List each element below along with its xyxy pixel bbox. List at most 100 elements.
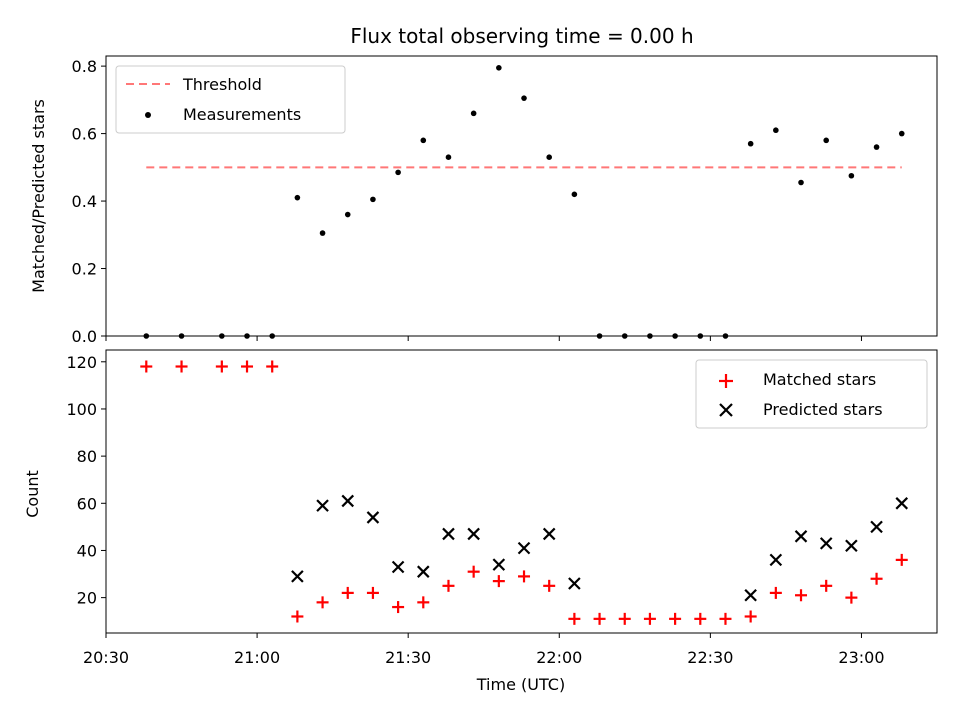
measurement-point [697, 333, 704, 339]
bottom-y-axis-title: Count [23, 470, 42, 518]
measurement-point [747, 140, 754, 147]
top-panel: 0.00.20.40.60.8 Matched/Predicted stars … [29, 55, 938, 346]
measurements-points [143, 65, 905, 339]
x-tick-label: 23:00 [838, 648, 884, 667]
top-y-axis-title: Matched/Predicted stars [29, 99, 48, 293]
matched-star-point [820, 579, 833, 592]
measurement-point [344, 211, 351, 218]
measurement-point [546, 154, 552, 161]
matched-star-point [870, 572, 883, 585]
bottom-y-axis: 20 40 60 80 100 120 [66, 353, 106, 608]
measurement-point [294, 194, 301, 201]
measurement-point [395, 169, 401, 176]
top-legend: Threshold Measurements [115, 65, 346, 134]
measurement-point [319, 230, 326, 236]
x-tick-label: 22:00 [536, 648, 582, 667]
matched-star-point [140, 360, 153, 373]
measurement-point [244, 333, 250, 339]
measurement-point [178, 333, 185, 339]
matched-star-point [543, 579, 556, 592]
measurement-point [269, 333, 276, 339]
matched-star-point [175, 360, 188, 373]
legend-predicted-swatch [719, 403, 733, 417]
matched-stars-points [140, 360, 908, 625]
matched-star-point [341, 586, 354, 599]
matched-star-point [744, 610, 757, 623]
matched-star-point [291, 610, 304, 623]
matched-star-point [316, 596, 329, 609]
predicted-star-point [870, 520, 883, 534]
legend-measurements-swatch [145, 112, 151, 118]
measurement-point [470, 110, 477, 117]
top-y-tick-label: 0.2 [72, 260, 97, 279]
matched-star-point [694, 612, 707, 625]
measurement-point [496, 65, 502, 71]
measurement-point [143, 333, 150, 339]
top-legend-box [115, 65, 346, 134]
matched-star-point [417, 596, 430, 609]
measurement-point [798, 179, 804, 186]
matched-star-point [769, 586, 782, 599]
predicted-star-point [417, 565, 430, 578]
x-tick-label: 22:30 [687, 648, 733, 667]
measurement-point [672, 333, 678, 339]
matched-star-point [568, 612, 581, 625]
bottom-y-tick-label: 40 [77, 541, 97, 560]
bottom-legend-box [695, 359, 928, 429]
matched-star-point [442, 579, 455, 592]
measurement-point [571, 191, 578, 198]
x-axis-title: Time (UTC) [476, 675, 565, 694]
predicted-star-point [568, 577, 581, 590]
measurement-point [621, 333, 628, 339]
measurement-point [219, 333, 225, 339]
measurement-point [445, 154, 452, 161]
predicted-star-point [845, 539, 858, 553]
matched-star-point [266, 360, 279, 373]
x-tick-label: 21:00 [234, 648, 280, 667]
matched-star-point [719, 612, 732, 625]
predicted-star-point [467, 527, 480, 541]
matched-star-point [643, 612, 656, 625]
matched-star-point [593, 612, 606, 625]
bottom-y-tick-label: 100 [66, 400, 97, 419]
measurement-point [773, 127, 779, 134]
matched-star-point [618, 612, 631, 625]
chart-title: Flux total observing time = 0.00 h [350, 24, 693, 48]
x-tick-label: 21:30 [385, 648, 431, 667]
predicted-star-point [341, 494, 355, 508]
matched-star-point [492, 575, 505, 588]
matched-star-point [669, 612, 682, 625]
top-y-tick-label: 0.0 [72, 327, 97, 346]
matched-star-point [845, 591, 858, 604]
bottom-x-axis: 20:30 21:00 21:30 22:00 22:30 23:00 [83, 633, 885, 667]
predicted-star-point [316, 499, 329, 512]
legend-matched-swatch [719, 374, 733, 388]
predicted-star-point [794, 530, 808, 543]
measurement-point [898, 130, 905, 137]
matched-star-point [795, 589, 808, 602]
predicted-star-point [366, 511, 380, 524]
predicted-star-point [442, 527, 455, 541]
predicted-star-point [492, 558, 506, 571]
measurement-point [420, 137, 427, 144]
measurement-point [873, 144, 880, 150]
legend-matched-label: Matched stars [763, 370, 876, 389]
bottom-y-tick-label: 60 [77, 494, 97, 513]
predicted-star-point [819, 537, 833, 550]
measurement-point [370, 196, 376, 203]
bottom-legend: Matched stars Predicted stars [695, 359, 928, 429]
measurement-point [521, 95, 527, 101]
measurement-point [647, 333, 653, 339]
legend-predicted-label: Predicted stars [763, 400, 883, 419]
matched-star-point [392, 601, 405, 614]
measurement-point [823, 137, 829, 144]
predicted-star-point [769, 553, 783, 567]
legend-measurements-label: Measurements [183, 105, 301, 124]
bottom-y-tick-label: 80 [77, 447, 97, 466]
predicted-star-point [895, 497, 909, 510]
predicted-stars-points [291, 494, 909, 602]
legend-threshold-label: Threshold [182, 75, 262, 94]
top-y-tick-label: 0.6 [72, 125, 97, 144]
predicted-star-point [391, 560, 405, 574]
